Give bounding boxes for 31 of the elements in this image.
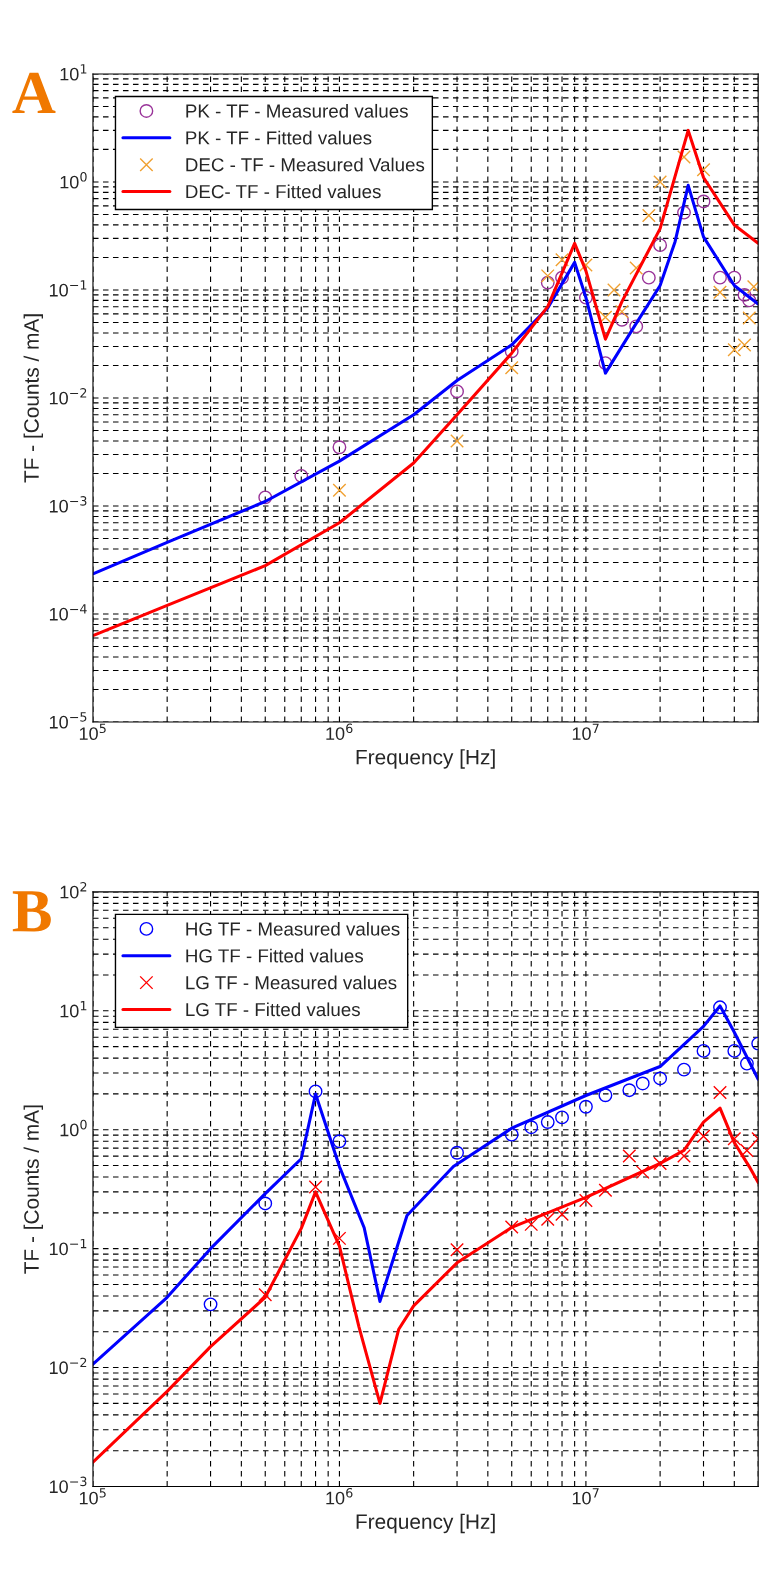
- x-tick-label: 10$^{5}$: [79, 723, 106, 741]
- x-axis-title: Frequency [Hz]: [356, 1513, 495, 1534]
- legend-label: LG TF - Fitted values: [186, 1002, 360, 1017]
- x-tick-label: 10$^{6}$: [326, 723, 353, 740]
- y-tick-label: 10$^{0}$: [60, 1119, 87, 1137]
- legend-label: LG TF - Measured values: [186, 975, 397, 990]
- y-axis-title: TF - [Counts / mA]: [23, 1105, 44, 1274]
- y-tick-label: 10$^{−1}$: [49, 280, 87, 297]
- y-tick-label: 10$^{1}$: [60, 64, 87, 81]
- legend-label: DEC- TF - Fitted values: [186, 184, 381, 199]
- x-tick-label: 10$^{7}$: [572, 1488, 599, 1505]
- y-tick-label: 10$^{−2}$: [49, 1357, 87, 1375]
- text: A: [12, 72, 56, 114]
- legend-label: HG TF - Measured values: [186, 921, 400, 936]
- y-tick-label: 10$^{−4}$: [49, 604, 87, 621]
- x-tick-label: 10$^{5}$: [79, 1488, 106, 1505]
- x-tick-label: 10$^{6}$: [326, 1488, 353, 1505]
- legend-label: DEC - TF - Measured Values: [186, 157, 425, 172]
- y-axis-title: TF - [Counts / mA]: [23, 314, 44, 483]
- y-tick-label: 10$^{−3}$: [49, 496, 87, 513]
- y-tick-label: 10$^{1}$: [60, 1001, 87, 1018]
- text: B: [12, 891, 51, 932]
- legend-label: HG TF - Fitted values: [186, 948, 364, 963]
- x-tick-label: 10$^{7}$: [572, 723, 599, 741]
- y-tick-label: 10$^{2}$: [60, 882, 87, 899]
- y-tick-label: 10$^{−1}$: [49, 1238, 87, 1256]
- x-axis-title: Frequency [Hz]: [356, 749, 495, 769]
- legend-label: PK - TF - Fitted values: [186, 130, 372, 145]
- y-tick-label: 10$^{−2}$: [49, 388, 87, 405]
- legend-label: PK - TF - Measured values: [186, 103, 408, 118]
- y-tick-label: 10$^{0}$: [60, 172, 87, 189]
